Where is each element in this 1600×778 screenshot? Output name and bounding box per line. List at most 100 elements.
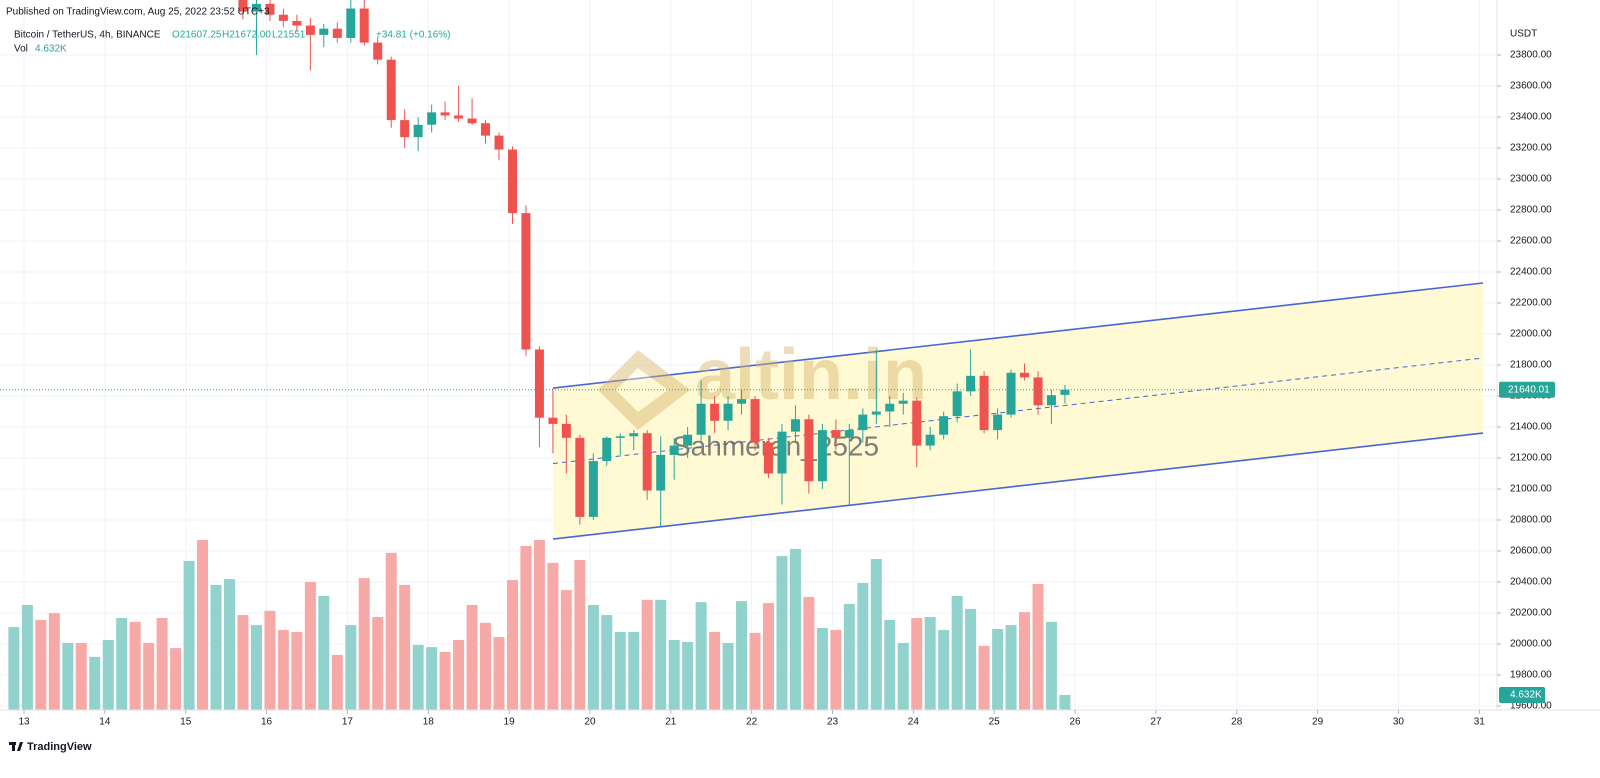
watermark-author: Sahmeran_2525	[672, 430, 879, 461]
candle-body	[319, 28, 329, 35]
volume-bar	[897, 642, 909, 710]
x-tick-label: 20	[584, 717, 596, 728]
x-tick-label: 13	[18, 717, 30, 728]
volume-bar	[156, 617, 168, 710]
volume	[8, 539, 1071, 710]
candle-body	[440, 112, 450, 116]
volume-bar	[776, 556, 788, 710]
channel	[552, 282, 1484, 540]
volume-bar	[345, 625, 357, 710]
candle-body	[548, 417, 558, 424]
candle-body	[1006, 372, 1016, 415]
volume-bar	[62, 642, 74, 710]
candle-body	[292, 20, 302, 26]
x-tick-label: 24	[908, 717, 920, 728]
volume-bar	[601, 615, 613, 710]
y-tick-label: 19600.00	[1510, 701, 1552, 712]
y-tick-label: 22400.00	[1510, 267, 1552, 278]
volume-bar	[21, 605, 33, 710]
last-price-label: 21640.01	[1508, 384, 1550, 395]
candle-body	[400, 120, 410, 138]
volume-bar	[170, 648, 182, 710]
candle-body	[952, 391, 962, 417]
volume-bar	[48, 613, 60, 710]
y-tick-label: 22800.00	[1510, 205, 1552, 216]
y-tick-label: 22200.00	[1510, 298, 1552, 309]
volume-bar	[318, 595, 330, 710]
candle-body	[386, 59, 396, 121]
ohlc-open: O21607.25	[172, 30, 222, 41]
candle-body	[844, 430, 854, 438]
candle-body	[993, 414, 1003, 431]
x-tick-label: 21	[665, 717, 677, 728]
volume-bar	[304, 581, 316, 710]
y-tick-label: 21200.00	[1510, 453, 1552, 464]
channel-middle	[552, 357, 1484, 465]
volume-bar	[210, 584, 222, 710]
candle-body	[966, 375, 976, 392]
candles	[238, 0, 1070, 527]
candle-body	[898, 400, 908, 404]
candle-body	[265, 3, 275, 15]
volume-bar	[89, 656, 101, 710]
volume-bar	[75, 642, 87, 710]
volume-bar	[1005, 625, 1017, 710]
candle-body	[615, 436, 625, 438]
volume-bar	[843, 604, 855, 710]
candle-body	[629, 433, 639, 437]
ohlc-high: H21672.00	[222, 30, 271, 41]
volume-bar	[1059, 694, 1071, 710]
candle-body	[979, 375, 989, 431]
volume-bar	[628, 631, 640, 710]
volume-bar	[250, 625, 262, 710]
volume-bar	[116, 617, 128, 710]
candle-body	[723, 403, 733, 421]
ohlc-change: +34.81 (+0.16%)	[376, 30, 451, 41]
candle-body	[427, 112, 437, 125]
volume-bar	[399, 584, 411, 710]
y-tick-label: 22600.00	[1510, 236, 1552, 247]
y-tick-label: 23800.00	[1510, 50, 1552, 61]
candle-body	[696, 403, 706, 435]
volume-bar	[668, 640, 680, 710]
x-tick-label: 22	[746, 717, 758, 728]
volume-bar	[1032, 583, 1044, 710]
last-price-box	[1499, 381, 1555, 398]
volume-bar	[507, 580, 519, 710]
volume-bar	[479, 622, 491, 710]
volume-bar	[412, 644, 424, 710]
volume-bar	[655, 599, 667, 710]
candle-body	[804, 419, 814, 482]
y-tick-label: 20800.00	[1510, 515, 1552, 526]
volume-bar	[35, 619, 47, 710]
symbol: Bitcoin / TetherUS, 4h, BINANCE	[14, 30, 161, 41]
ohlc-low: L21551	[272, 30, 306, 41]
volume-bar	[224, 579, 236, 710]
candle-body	[871, 411, 881, 415]
candle-body	[588, 461, 598, 517]
volume-bar	[965, 608, 977, 710]
y-tick-label: 21800.00	[1510, 360, 1552, 371]
volume-bar	[857, 582, 869, 710]
volume-bar	[331, 654, 343, 710]
volume-bar	[277, 629, 289, 710]
candle-body	[575, 437, 585, 517]
y-tick-label: 23400.00	[1510, 112, 1552, 123]
volume-bar	[533, 539, 545, 710]
volume-bar	[183, 560, 195, 710]
volume-bar	[574, 559, 586, 710]
volume-bar	[426, 647, 438, 710]
candle-body	[494, 135, 504, 150]
axes: 19600.00 19800.00 20000.00 20200.00 20400.00…	[0, 0, 1600, 728]
volume-bar	[8, 627, 20, 710]
channel-upper	[552, 282, 1484, 389]
candle-body	[831, 430, 841, 438]
grid	[0, 0, 1497, 710]
volume-bar	[736, 601, 748, 710]
volume-bar	[520, 546, 532, 710]
x-tick-label: 25	[989, 717, 1001, 728]
y-tick-label: 20000.00	[1510, 639, 1552, 650]
volume-bar	[709, 631, 721, 710]
candle-body	[750, 399, 760, 443]
candle-body	[521, 213, 531, 350]
